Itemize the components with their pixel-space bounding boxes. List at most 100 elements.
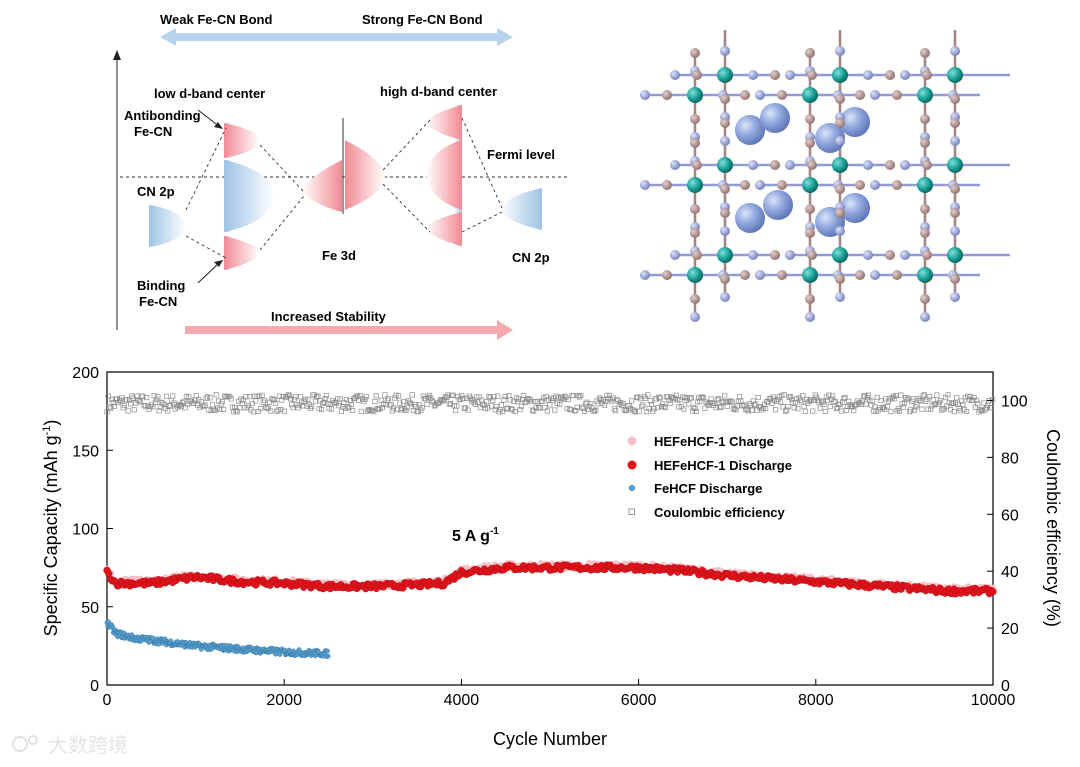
- ce-point: [791, 405, 797, 411]
- ce-point: [629, 398, 635, 404]
- y-left-tick-label: 100: [72, 522, 99, 539]
- ce-point: [167, 403, 173, 409]
- ce-point: [708, 396, 714, 402]
- ce-point: [400, 398, 407, 405]
- ce-point: [918, 398, 924, 404]
- ce-point: [539, 398, 545, 404]
- ce-point: [517, 407, 523, 413]
- ce-point: [831, 399, 837, 405]
- watermark-logo-dot: [28, 735, 38, 745]
- ce-point: [191, 400, 197, 406]
- ce-point: [846, 398, 852, 404]
- ce-point: [954, 395, 960, 401]
- cn-atom: [870, 90, 880, 100]
- ce-point: [910, 396, 916, 402]
- ce-point: [407, 399, 413, 405]
- cn-atom: [950, 136, 960, 146]
- metal-atom: [717, 247, 733, 263]
- crystal-structure: [640, 30, 1010, 322]
- cn-atom: [892, 90, 902, 100]
- cn-atom: [950, 118, 960, 128]
- ce-point: [874, 394, 880, 401]
- cn-atom: [720, 136, 730, 146]
- series-fehcf-discharge: [104, 619, 331, 659]
- ce-point: [404, 404, 410, 410]
- a-site-atom: [763, 190, 793, 220]
- cn2p-left-state: [149, 205, 186, 247]
- ce-point: [959, 398, 965, 404]
- ce-point: [372, 398, 378, 405]
- ce-point: [662, 404, 668, 411]
- cn-atom: [720, 94, 730, 104]
- ce-point: [934, 392, 940, 398]
- cn-atom: [662, 90, 672, 100]
- ce-point: [314, 394, 320, 400]
- ce-point: [362, 396, 368, 403]
- ce-point: [773, 407, 779, 413]
- ce-point: [322, 396, 328, 402]
- cn-atom: [950, 208, 960, 218]
- ce-point: [825, 398, 831, 404]
- cn-atom: [777, 90, 787, 100]
- ce-point: [746, 401, 753, 407]
- ce-point: [295, 405, 301, 411]
- svg-text:HEFeHCF-1 Discharge: HEFeHCF-1 Discharge: [654, 458, 792, 473]
- ce-point: [733, 407, 739, 413]
- cn2p-right-label: CN 2p: [512, 250, 550, 265]
- ce-point: [412, 402, 418, 408]
- ce-point: [981, 400, 987, 406]
- ce-point: [620, 400, 626, 406]
- ce-point: [228, 396, 234, 402]
- ce-point: [858, 401, 864, 408]
- y-axis-right-label: Coulombic efficiency (%): [1043, 429, 1063, 627]
- ce-point: [291, 396, 297, 402]
- cn-atom: [748, 250, 758, 260]
- cn-atom: [863, 70, 873, 80]
- cn-atom: [740, 90, 750, 100]
- ce-point: [692, 405, 698, 412]
- cn-atom: [835, 292, 845, 302]
- ce-point: [373, 393, 379, 399]
- ce-point: [544, 408, 550, 414]
- ce-point: [898, 392, 904, 398]
- ce-point: [165, 408, 171, 414]
- ce-point: [312, 398, 318, 404]
- ce-point: [951, 409, 957, 415]
- y-left-tick-label: 0: [90, 678, 99, 695]
- cn-atom: [690, 114, 700, 124]
- ce-point: [832, 398, 838, 404]
- cn-atom: [755, 90, 765, 100]
- cn-atom: [720, 292, 730, 302]
- cn-atom: [950, 292, 960, 302]
- ce-point: [319, 406, 325, 413]
- ce-point: [801, 404, 807, 410]
- fehcf-point: [325, 648, 330, 654]
- metal-atom: [802, 87, 818, 103]
- ce-point: [221, 406, 227, 413]
- ce-point: [830, 393, 836, 399]
- ce-point: [955, 401, 961, 407]
- ce-point: [647, 398, 653, 404]
- ce-point: [203, 395, 209, 401]
- ce-point: [493, 404, 500, 410]
- x-tick-label: 8000: [798, 692, 834, 709]
- watermark-logo-icon: [12, 736, 28, 752]
- ce-point: [699, 394, 705, 400]
- ce-point: [964, 408, 970, 415]
- stability-arrow: [185, 320, 513, 340]
- cn-atom: [920, 312, 930, 322]
- a-site-atom: [840, 193, 870, 223]
- ce-point: [394, 406, 400, 412]
- ce-point: [424, 401, 430, 407]
- ce-point: [134, 393, 140, 399]
- ce-point: [905, 395, 911, 401]
- ce-point: [722, 393, 728, 399]
- cn-atom: [950, 94, 960, 104]
- ce-point: [897, 408, 903, 414]
- ce-point: [908, 407, 914, 413]
- ce-point: [681, 406, 687, 412]
- ce-point: [379, 405, 385, 411]
- ce-point: [390, 405, 397, 411]
- ce-point: [261, 397, 268, 403]
- cn-atom: [670, 70, 680, 80]
